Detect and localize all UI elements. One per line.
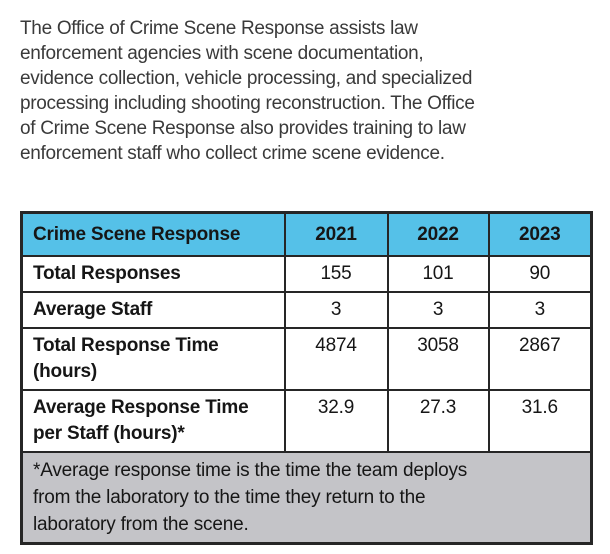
table-row-total-responses: Total Responses 155 101 90 <box>20 255 593 293</box>
cell-value: 2867 <box>487 327 593 391</box>
cell-value: 3 <box>283 291 389 329</box>
table-title-cell: Crime Scene Response <box>20 211 286 257</box>
cell-value: 32.9 <box>283 389 389 453</box>
table-row-avg-response-time-per-staff: Average Response Time per Staff (hours)*… <box>20 389 593 453</box>
footnote-line: *Average response time is the time the t… <box>33 460 468 481</box>
cell-value: 101 <box>386 255 490 293</box>
intro-paragraph: The Office of Crime Scene Response assis… <box>20 16 590 166</box>
intro-line: The Office of Crime Scene Response assis… <box>20 18 418 39</box>
cell-value: 3058 <box>386 327 490 391</box>
intro-line: enforcement agencies with scene document… <box>20 43 424 64</box>
table-row-total-response-time: Total Response Time (hours) 4874 3058 28… <box>20 327 593 391</box>
cell-value: 31.6 <box>487 389 593 453</box>
footnote-line: from the laboratory to the time they ret… <box>33 487 426 508</box>
table-row-average-staff: Average Staff 3 3 3 <box>20 291 593 329</box>
intro-line: of Crime Scene Response also provides tr… <box>20 118 466 139</box>
cell-value: 90 <box>487 255 593 293</box>
cell-value: 155 <box>283 255 389 293</box>
cell-value: 3 <box>386 291 490 329</box>
table-header-row: Crime Scene Response 2021 2022 2023 <box>20 211 593 257</box>
year-header-2022: 2022 <box>386 211 490 257</box>
footnote-line: laboratory from the scene. <box>33 514 249 535</box>
row-label: Total Responses <box>20 255 286 293</box>
intro-line: processing including shooting reconstruc… <box>20 93 475 114</box>
year-header-2021: 2021 <box>283 211 389 257</box>
row-label: Total Response Time (hours) <box>20 327 286 391</box>
row-label: Average Staff <box>20 291 286 329</box>
table-footnote-row: *Average response time is the time the t… <box>20 451 593 545</box>
intro-line: evidence collection, vehicle processing,… <box>20 68 473 89</box>
cell-value: 3 <box>487 291 593 329</box>
cell-value: 4874 <box>283 327 389 391</box>
footnote-cell: *Average response time is the time the t… <box>20 451 593 545</box>
intro-line: enforcement staff who collect crime scen… <box>20 143 445 164</box>
crime-scene-response-table: Crime Scene Response 2021 2022 2023 Tota… <box>20 211 593 545</box>
cell-value: 27.3 <box>386 389 490 453</box>
row-label: Average Response Time per Staff (hours)* <box>20 389 286 453</box>
year-header-2023: 2023 <box>487 211 593 257</box>
